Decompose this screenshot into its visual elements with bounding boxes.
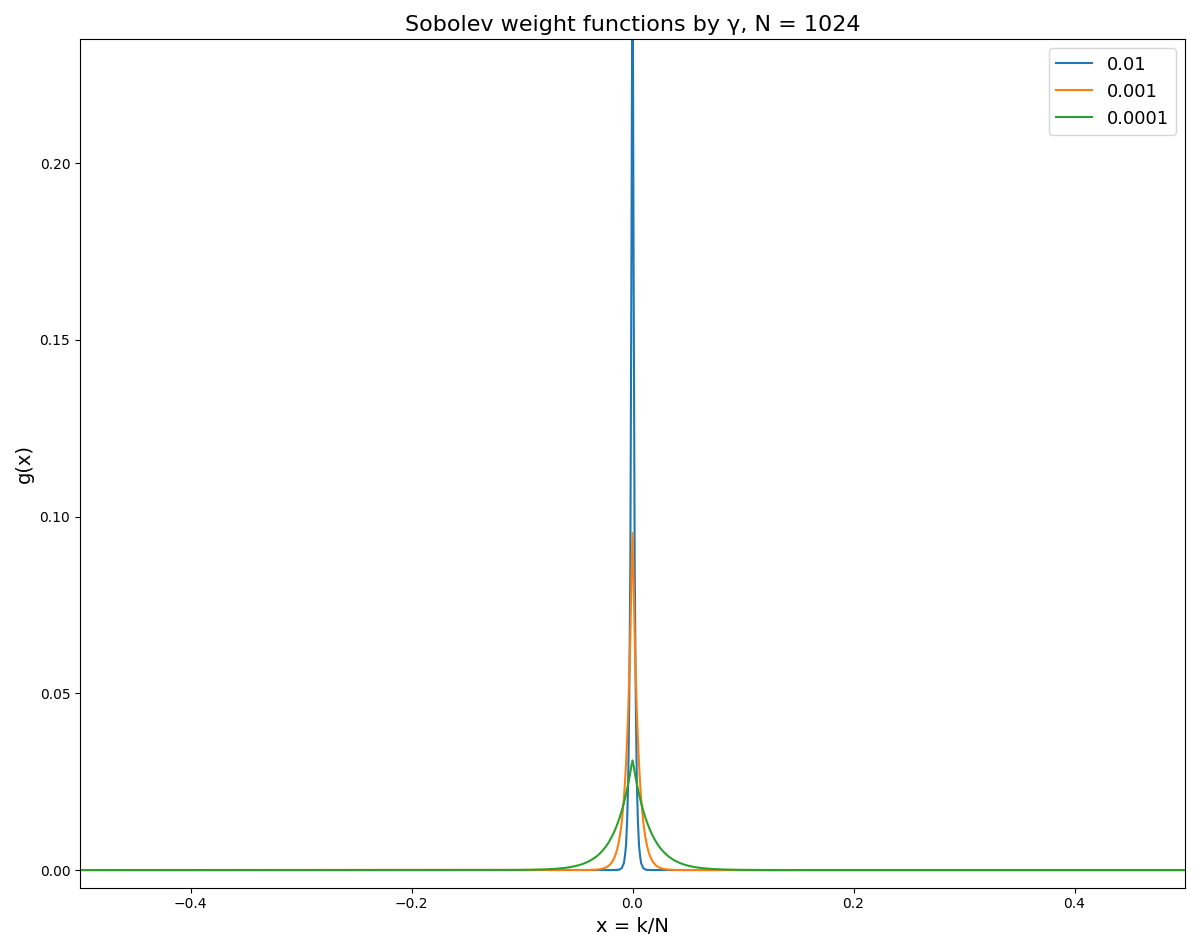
0.001: [1177, 864, 1192, 876]
0.001: [956, 864, 971, 876]
0.01: [956, 864, 971, 876]
Line: 0.001: 0.001: [80, 533, 1184, 870]
0.01: [95, 864, 109, 876]
0.0001: [73, 864, 88, 876]
0.01: [644, 864, 659, 876]
0.0001: [431, 864, 445, 876]
0.01: [73, 864, 88, 876]
0.0001: [1177, 864, 1192, 876]
0.0001: [610, 821, 624, 832]
0.01: [1015, 864, 1030, 876]
0.01: [1177, 864, 1192, 876]
0.001: [430, 864, 444, 876]
0.0001: [1015, 864, 1030, 876]
0.01: [503, 864, 517, 876]
0.001: [73, 864, 88, 876]
0.001: [503, 864, 517, 876]
Legend: 0.01, 0.001, 0.0001: 0.01, 0.001, 0.0001: [1049, 49, 1176, 135]
0.0001: [625, 755, 640, 767]
0.0001: [504, 864, 518, 876]
Y-axis label: g(x): g(x): [14, 444, 34, 483]
0.001: [541, 864, 556, 876]
X-axis label: x = k/N: x = k/N: [596, 917, 668, 936]
0.001: [625, 527, 640, 538]
0.0001: [95, 864, 109, 876]
Line: 0.01: 0.01: [80, 0, 1184, 870]
Line: 0.0001: 0.0001: [80, 761, 1184, 870]
0.01: [430, 864, 444, 876]
0.0001: [956, 864, 971, 876]
0.0001: [284, 864, 299, 876]
0.001: [1015, 864, 1030, 876]
0.001: [610, 846, 624, 858]
0.001: [95, 864, 109, 876]
Title: Sobolev weight functions by γ, N = 1024: Sobolev weight functions by γ, N = 1024: [404, 15, 860, 35]
0.01: [608, 864, 623, 876]
